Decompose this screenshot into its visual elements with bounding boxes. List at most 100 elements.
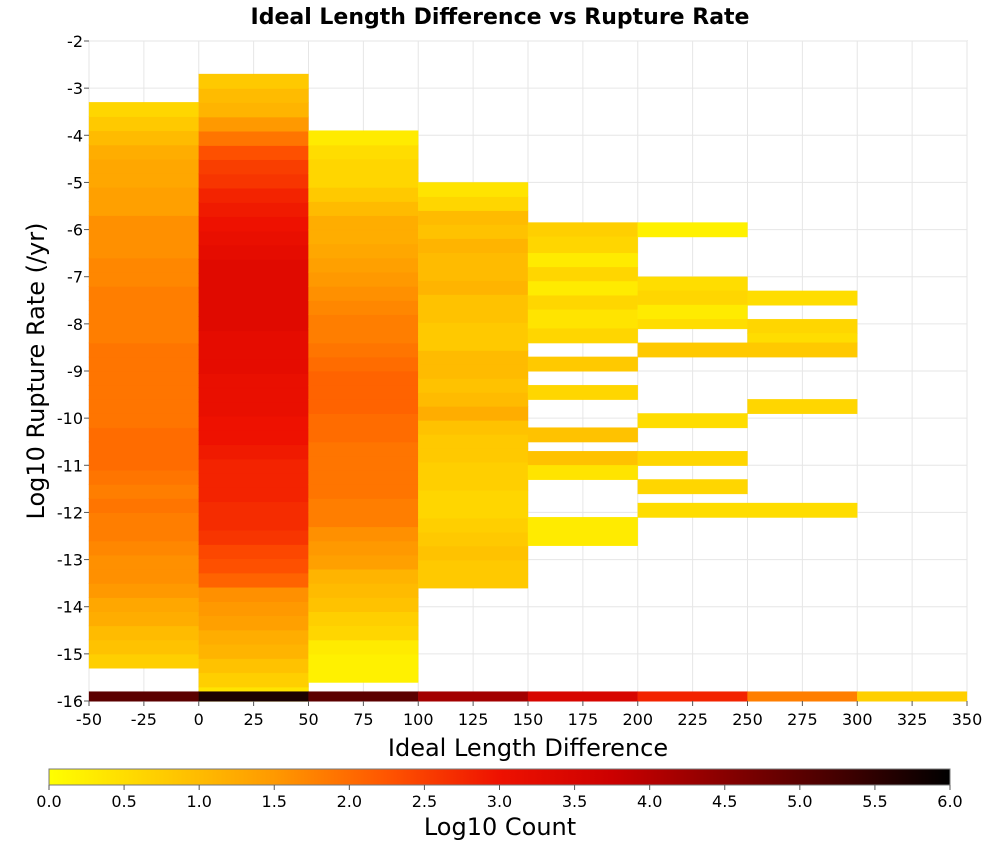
heatmap-cell — [308, 611, 419, 627]
heatmap-cell — [308, 172, 419, 188]
heatmap-cell — [418, 573, 529, 589]
heatmap-cell — [88, 342, 199, 358]
heatmap-cell — [198, 691, 309, 702]
y-tick-label: -14 — [57, 598, 83, 617]
y-tick-label: -3 — [67, 79, 83, 98]
heatmap-cell — [747, 290, 858, 306]
heatmap-cell — [198, 458, 309, 474]
heatmap-cell — [198, 230, 309, 246]
heatmap-cell — [198, 601, 309, 617]
heatmap-cell — [418, 461, 529, 477]
colorbar-tick-label: 0.5 — [111, 792, 136, 811]
heatmap-cell — [418, 559, 529, 575]
heatmap-cell — [198, 430, 309, 446]
heatmap-cell — [637, 479, 748, 495]
colorbar-tick-label: 0.0 — [36, 792, 61, 811]
x-tick-label: 275 — [787, 710, 818, 729]
heatmap-cell — [198, 672, 309, 688]
heatmap-cell — [637, 502, 748, 518]
heatmap-cell — [308, 568, 419, 584]
x-tick-label: 300 — [842, 710, 873, 729]
heatmap-cell — [88, 257, 199, 273]
colorbar-tick-label: 3.0 — [487, 792, 512, 811]
heatmap-cell — [88, 625, 199, 641]
heatmap-cell — [527, 691, 638, 702]
heatmap-cell — [308, 427, 419, 443]
heatmap-cell — [308, 342, 419, 358]
heatmap-cell — [88, 483, 199, 499]
heatmap-cell — [88, 285, 199, 301]
heatmap-cell — [88, 243, 199, 259]
heatmap-cell — [527, 384, 638, 400]
y-tick-label: -2 — [67, 32, 83, 51]
heatmap-cell — [637, 276, 748, 292]
heatmap-cell — [418, 210, 529, 225]
heatmap-cell — [308, 328, 419, 344]
heatmap-cell — [308, 653, 419, 669]
y-tick-label: -10 — [57, 409, 83, 428]
y-tick-label: -4 — [67, 126, 83, 145]
heatmap-cell — [308, 370, 419, 386]
heatmap-cell — [88, 512, 199, 528]
x-tick-label: -25 — [131, 710, 157, 729]
heatmap-cell — [418, 545, 529, 561]
heatmap-cell — [198, 572, 309, 588]
heatmap-cell — [637, 342, 748, 358]
heatmap-cell — [308, 215, 419, 231]
heatmap-cell — [198, 501, 309, 517]
heatmap-cell — [88, 356, 199, 372]
heatmap-cell — [198, 202, 309, 218]
heatmap-cell — [418, 252, 529, 267]
heatmap-cell — [527, 309, 638, 330]
heatmap-cell — [88, 597, 199, 612]
heatmap-cell — [308, 158, 419, 174]
heatmap-cell — [637, 450, 748, 466]
y-tick-label: -8 — [67, 315, 83, 334]
heatmap-cell — [198, 116, 309, 132]
heatmap-cell — [418, 294, 529, 309]
heatmap-cell — [88, 469, 199, 485]
heatmap-cell — [198, 244, 309, 260]
heatmap-cell — [527, 222, 638, 238]
y-axis-label: Log10 Rupture Rate (/yr) — [22, 223, 50, 520]
heatmap-cell — [308, 285, 419, 301]
heatmap-cell — [418, 196, 529, 211]
heatmap-cell — [308, 469, 419, 485]
x-tick-label: 325 — [897, 710, 928, 729]
x-axis-label: Ideal Length Difference — [388, 734, 668, 762]
heatmap-cell — [198, 586, 309, 602]
heatmap-cell — [418, 531, 529, 547]
heatmap-cell — [857, 691, 968, 702]
heatmap-cell — [527, 465, 638, 480]
heatmap-cell — [418, 503, 529, 519]
heatmap-cell — [308, 384, 419, 400]
heatmap-cell — [637, 222, 748, 238]
heatmap-cell — [418, 691, 529, 702]
heatmap-cell — [88, 498, 199, 513]
heatmap-cell — [198, 529, 309, 545]
heatmap-cell — [308, 691, 419, 702]
heatmap-cell — [198, 629, 309, 645]
heatmap-cell — [308, 639, 419, 655]
heatmap-cell — [527, 295, 638, 311]
heatmap-cell — [418, 391, 529, 407]
heatmap-cell — [88, 130, 199, 146]
colorbar-tick-label: 1.0 — [186, 792, 211, 811]
heatmap-cell — [308, 512, 419, 528]
colorbar-tick-label: 2.0 — [337, 792, 362, 811]
heatmap-cell — [418, 517, 529, 533]
heatmap-cell — [198, 472, 309, 488]
heatmap-cell — [418, 266, 529, 281]
heatmap-cell — [198, 273, 309, 289]
heatmap-cell — [308, 300, 419, 315]
heatmap-cell — [527, 236, 638, 254]
heatmap-cell — [198, 387, 309, 403]
heatmap-cell — [527, 516, 638, 546]
heatmap-cell — [308, 597, 419, 612]
heatmap-cell — [637, 304, 748, 320]
heatmap-cell — [527, 427, 638, 443]
heatmap-cell — [88, 568, 199, 584]
heatmap-cell — [198, 344, 309, 360]
heatmap-cell — [308, 399, 419, 414]
